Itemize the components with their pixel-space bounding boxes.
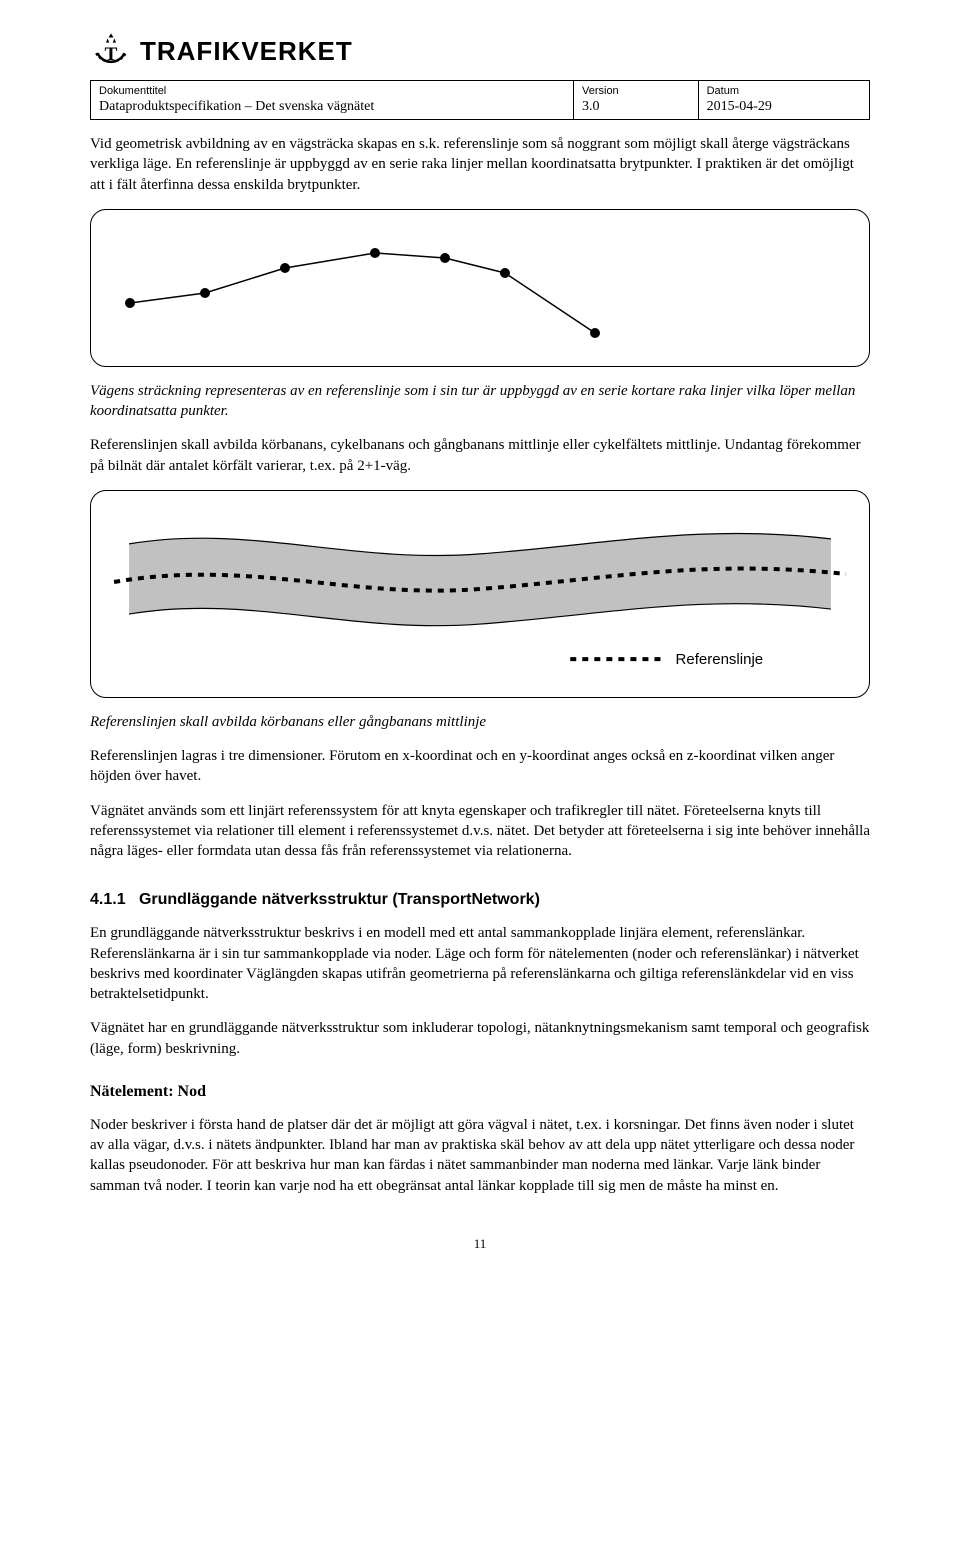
- paragraph-3: Referenslinjen lagras i tre dimensioner.…: [90, 746, 870, 787]
- meta-version-cell: Version 3.0: [573, 81, 698, 120]
- paragraph-1: Vid geometrisk avbildning av en vägsträc…: [90, 134, 870, 195]
- meta-title-label: Dokumenttitel: [99, 85, 565, 97]
- svg-text:Referenslinje: Referenslinje: [676, 651, 764, 668]
- meta-title-value: Dataproduktspecifikation – Det svenska v…: [99, 99, 374, 114]
- figure-2-svg: Referenslinje: [99, 499, 861, 689]
- meta-version-value: 3.0: [582, 99, 600, 114]
- logo-row: T TRAFIKVERKET: [90, 30, 870, 72]
- document-meta-table: Dokumenttitel Dataproduktspecifikation –…: [90, 80, 870, 120]
- section-411-number: 4.1.1: [90, 891, 126, 908]
- trafikverket-logo-icon: T: [90, 30, 132, 72]
- caption-1: Vägens sträckning representeras av en re…: [90, 381, 870, 422]
- page-container: T TRAFIKVERKET Dokumenttitel Dataprodukt…: [0, 0, 960, 1302]
- meta-date-label: Datum: [707, 85, 861, 97]
- section-411-heading: 4.1.1 Grundläggande nätverksstruktur (Tr…: [90, 891, 870, 909]
- paragraph-2: Referenslinjen skall avbilda körbanans, …: [90, 435, 870, 476]
- caption-2: Referenslinjen skall avbilda körbanans e…: [90, 712, 870, 732]
- paragraph-5: En grundläggande nätverksstruktur beskri…: [90, 923, 870, 1004]
- meta-date-cell: Datum 2015-04-29: [698, 81, 869, 120]
- meta-version-label: Version: [582, 85, 690, 97]
- paragraph-7: Noder beskriver i första hand de platser…: [90, 1115, 870, 1196]
- svg-text:T: T: [105, 44, 118, 65]
- page-number: 11: [90, 1236, 870, 1252]
- sub-heading-nod: Nätelement: Nod: [90, 1083, 870, 1101]
- figure-1-svg: [99, 218, 861, 358]
- meta-date-value: 2015-04-29: [707, 99, 772, 114]
- paragraph-6: Vägnätet har en grundläggande nätverksst…: [90, 1018, 870, 1059]
- meta-title-cell: Dokumenttitel Dataproduktspecifikation –…: [91, 81, 574, 120]
- figure-2-box: Referenslinje: [90, 490, 870, 698]
- logo-text: TRAFIKVERKET: [140, 36, 353, 67]
- section-411-title: Grundläggande nätverksstruktur (Transpor…: [139, 891, 540, 908]
- paragraph-4: Vägnätet används som ett linjärt referen…: [90, 801, 870, 862]
- figure-1-box: [90, 209, 870, 367]
